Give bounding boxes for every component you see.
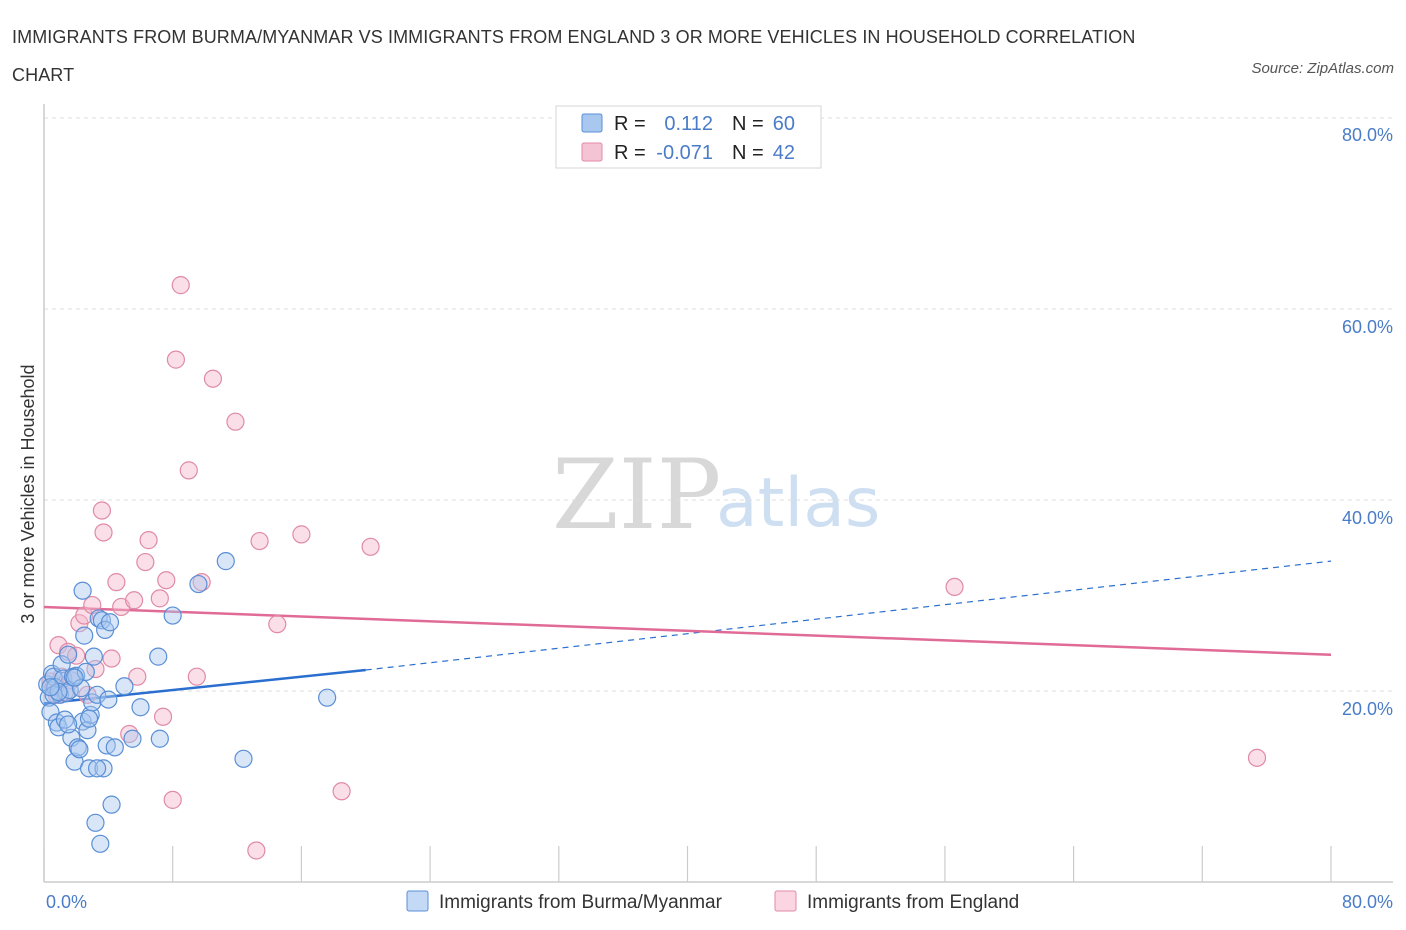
data-point-burma	[86, 813, 105, 832]
bottom-legend-label-burma: Immigrants from Burma/Myanmar	[439, 892, 723, 913]
data-point-burma	[59, 715, 78, 734]
y-axis-label: 3 or more Vehicles in Household	[18, 364, 38, 623]
x-tick-label-max: 80.0%	[1342, 892, 1393, 912]
legend-r-label-burma: R =	[614, 113, 646, 135]
data-point-england	[268, 615, 287, 634]
data-point-england	[49, 636, 68, 655]
data-point-burma	[102, 795, 121, 814]
data-point-england	[92, 501, 112, 520]
data-point-burma	[149, 647, 168, 666]
data-point-burma	[100, 613, 120, 632]
y-tick-label-60: 60.0%	[1342, 317, 1393, 337]
data-point-england	[139, 531, 158, 550]
data-points	[38, 276, 1267, 860]
data-point-england	[945, 577, 964, 597]
data-point-england	[203, 369, 223, 388]
data-point-burma	[70, 740, 89, 759]
data-point-burma	[73, 581, 92, 600]
data-point-burma	[163, 606, 182, 625]
legend-n-label-burma: N =	[732, 113, 764, 135]
data-point-burma	[123, 729, 142, 748]
data-point-england	[187, 667, 206, 686]
data-point-england	[179, 461, 198, 480]
data-point-england	[153, 707, 173, 726]
data-point-england	[1247, 748, 1267, 767]
data-point-burma	[41, 678, 60, 697]
data-point-england	[163, 790, 182, 809]
data-point-england	[332, 782, 351, 801]
data-point-burma	[99, 690, 118, 709]
data-point-burma	[59, 645, 78, 664]
legend-r-value-burma: 0.112	[664, 113, 713, 135]
data-point-england	[192, 573, 211, 592]
data-point-england	[292, 525, 311, 544]
bottom-legend-swatch-burma	[406, 890, 429, 912]
data-point-burma	[216, 552, 235, 571]
axes	[43, 104, 1393, 883]
data-point-burma	[65, 668, 84, 687]
x-tick-label-min: 0.0%	[46, 892, 87, 912]
legend-n-label-england: N =	[732, 142, 764, 164]
trend-line-burma	[43, 668, 366, 705]
data-point-burma	[52, 655, 71, 674]
data-point-burma	[94, 759, 113, 778]
stats-legend: R = 0.112 N = 60 R = -0.071 N = 42	[555, 105, 822, 169]
data-point-england	[107, 573, 126, 592]
data-point-burma	[150, 729, 169, 748]
legend-swatch-burma	[581, 113, 603, 133]
data-point-england	[128, 667, 147, 686]
watermark-atlas: atlas	[716, 464, 880, 543]
data-point-england	[136, 552, 155, 572]
y-tick-label-40: 40.0%	[1342, 508, 1393, 528]
legend-r-value-england: -0.071	[656, 142, 713, 164]
data-point-england	[150, 589, 169, 608]
series-legend: Immigrants from Burma/Myanmar Immigrants…	[406, 890, 1019, 913]
data-point-england	[361, 537, 380, 556]
trend-line-burma-extension	[365, 560, 1332, 671]
chart-title: IMMIGRANTS FROM BURMA/MYANMAR VS IMMIGRA…	[12, 27, 1136, 85]
y-tick-label-20: 20.0%	[1342, 699, 1393, 719]
data-point-burma	[189, 574, 208, 594]
data-point-england	[102, 649, 121, 668]
data-point-burma	[105, 738, 124, 757]
data-point-burma	[87, 759, 107, 778]
data-point-england	[247, 841, 266, 860]
data-point-england	[166, 350, 186, 369]
data-point-burma	[115, 677, 134, 696]
data-point-burma	[89, 609, 108, 628]
watermark-zip: ZIP	[552, 439, 721, 551]
data-point-england	[171, 276, 190, 295]
data-point-burma	[41, 702, 60, 722]
legend-swatch-england	[581, 142, 603, 162]
data-point-burma	[79, 709, 99, 728]
data-point-england	[226, 412, 245, 431]
data-point-burma	[75, 626, 94, 645]
data-point-burma	[76, 662, 95, 682]
legend-n-value-england: 42	[773, 142, 795, 164]
data-point-burma	[71, 679, 91, 698]
data-point-burma	[87, 685, 107, 704]
data-point-burma	[78, 721, 97, 740]
data-point-england	[250, 531, 269, 551]
data-point-burma	[42, 664, 62, 683]
data-point-england	[157, 571, 176, 590]
trend-lines	[43, 560, 1332, 705]
data-point-burma	[318, 688, 337, 707]
gridlines	[44, 117, 1393, 692]
data-point-burma	[84, 647, 103, 666]
legend-r-label-england: R =	[614, 142, 646, 164]
bottom-legend-swatch-england	[774, 890, 797, 912]
trend-line-england	[43, 605, 1332, 656]
legend-n-value-burma: 60	[773, 113, 795, 135]
data-point-burma	[234, 749, 253, 768]
bottom-legend-label-england: Immigrants from England	[807, 892, 1019, 913]
source-credit: Source: ZipAtlas.com	[1251, 60, 1394, 77]
y-tick-label-80: 80.0%	[1342, 125, 1393, 145]
data-point-england	[124, 591, 144, 610]
data-point-england	[94, 523, 113, 542]
data-point-burma	[91, 834, 110, 853]
data-point-burma	[131, 698, 150, 717]
